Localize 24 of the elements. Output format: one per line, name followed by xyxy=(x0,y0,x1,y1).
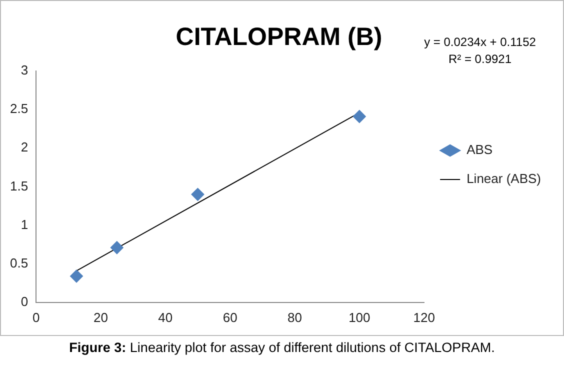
x-tick-label: 0 xyxy=(32,310,40,325)
point xyxy=(352,110,366,124)
x-tick-label: 40 xyxy=(158,310,173,325)
y-tick-label: 3 xyxy=(20,62,28,78)
x-tick-label: 20 xyxy=(94,310,108,325)
x-tick-label: 100 xyxy=(348,310,370,325)
y-tick-label: 0 xyxy=(20,294,28,309)
caption: Figure 3: Linearity plot for assay of different dilutions of CITALOPRAM. xyxy=(68,340,496,355)
y-tick-label: 2 xyxy=(20,140,28,155)
point xyxy=(191,188,204,201)
legend-label: Linear (ABS) xyxy=(466,171,541,186)
x-tick-label: 60 xyxy=(222,310,238,325)
y-tick-label: 2.5 xyxy=(10,101,28,116)
point xyxy=(110,241,124,254)
text: y = 0.0234x + 0.1152 xyxy=(423,34,537,51)
legend-label: ABS xyxy=(466,142,493,158)
chart-title: CITALOPRAM (B) xyxy=(176,22,382,51)
y-tick-label: 0.5 xyxy=(10,255,28,270)
x-tick-label: 80 xyxy=(288,310,302,325)
point xyxy=(70,270,83,283)
x-tick-label: 120 xyxy=(413,310,435,325)
y-tick-label: 1 xyxy=(20,216,28,232)
y-tick-label: 1.5 xyxy=(10,178,28,194)
text: R² = 0.9921 xyxy=(447,51,513,68)
